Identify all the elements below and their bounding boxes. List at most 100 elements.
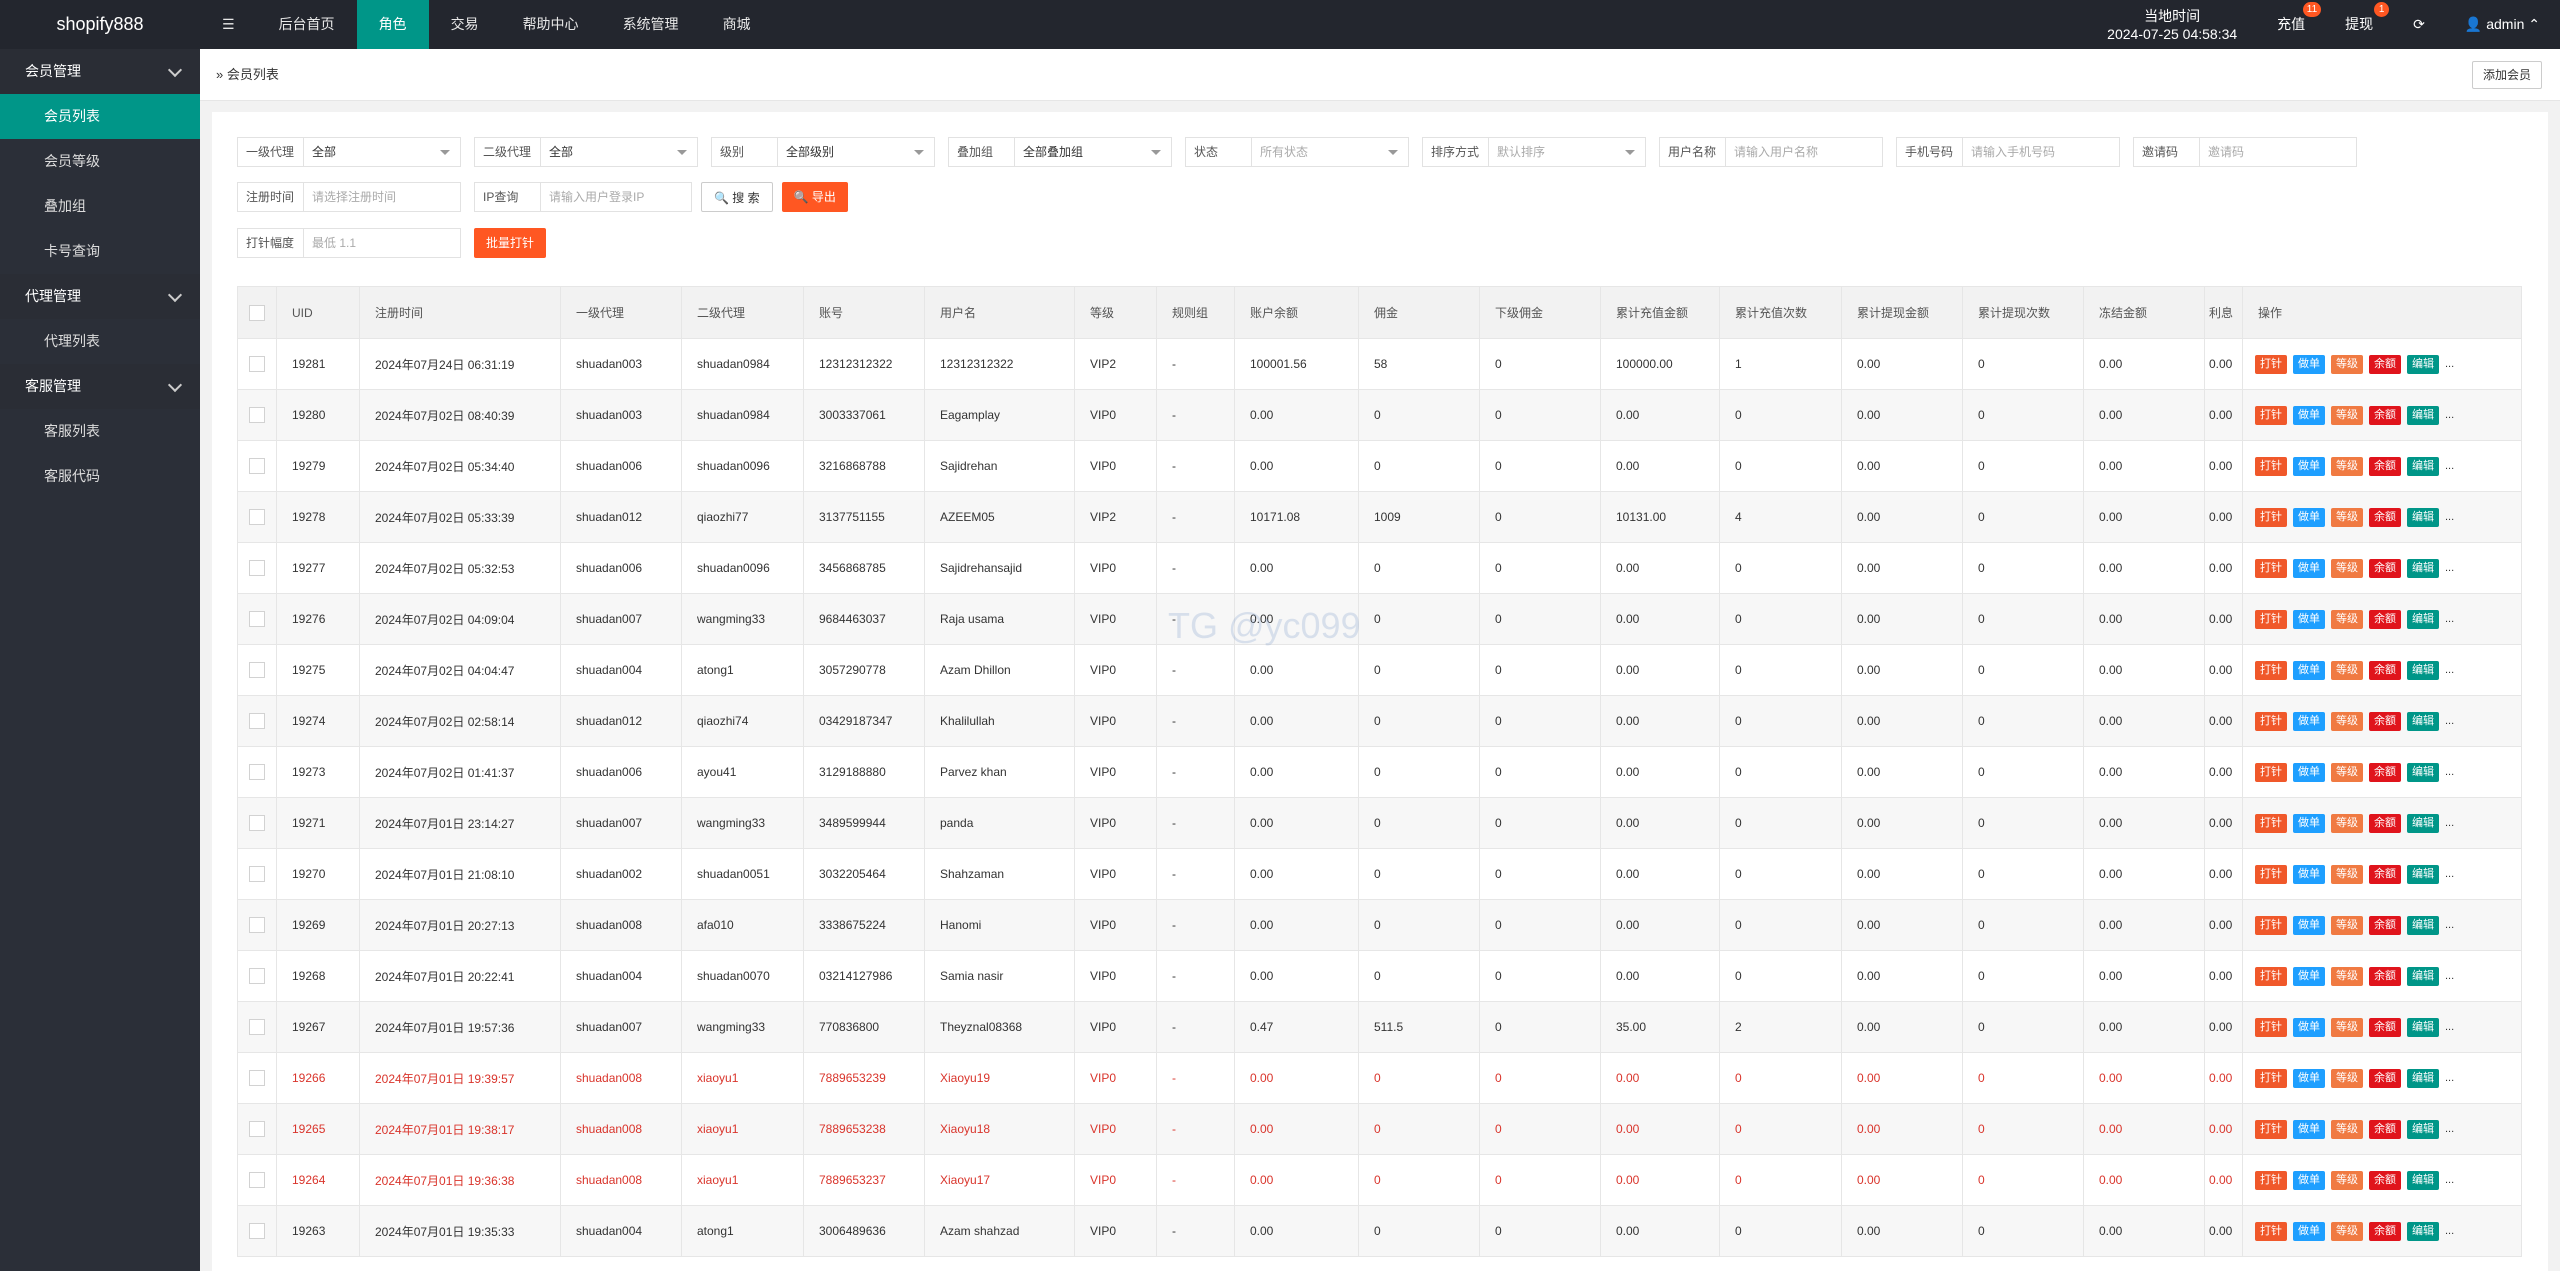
action-button[interactable]: ...	[2445, 969, 2455, 982]
menu-item[interactable]: 会员列表	[0, 94, 200, 139]
action-button[interactable]: 做单	[2293, 660, 2325, 680]
action-button[interactable]: 打针	[2255, 1119, 2287, 1139]
action-button[interactable]: 余额	[2369, 711, 2401, 731]
action-button[interactable]: 等级	[2331, 405, 2363, 425]
nav-item[interactable]: 帮助中心	[522, 16, 579, 32]
filter-field[interactable]: 排序方式 默认排序	[1422, 137, 1646, 167]
action-button[interactable]: 编辑	[2407, 813, 2439, 833]
checkbox[interactable]	[249, 1172, 265, 1188]
action-button[interactable]: 做单	[2293, 405, 2325, 425]
action-button[interactable]: 打针	[2255, 915, 2287, 935]
action-button[interactable]: 做单	[2293, 813, 2325, 833]
action-button[interactable]: 打针	[2255, 354, 2287, 374]
filter-placeholder[interactable]: 请输入手机号码	[1971, 145, 2056, 159]
menu-item[interactable]: 会员等级	[44, 153, 100, 169]
action-button[interactable]: 编辑	[2407, 915, 2439, 935]
action-button[interactable]: 余额	[2369, 1119, 2401, 1139]
action-button[interactable]: 余额	[2369, 864, 2401, 884]
action-button[interactable]: 编辑	[2407, 609, 2439, 629]
checkbox[interactable]	[249, 1070, 265, 1086]
action-button[interactable]: 等级	[2331, 609, 2363, 629]
action-button[interactable]: ...	[2445, 357, 2455, 370]
checkbox[interactable]	[249, 968, 265, 984]
menu-item[interactable]: 客服代码	[44, 468, 100, 484]
action-button[interactable]: 做单	[2293, 711, 2325, 731]
action-button[interactable]: ...	[2445, 1020, 2455, 1033]
action-button[interactable]: 打针	[2255, 507, 2287, 527]
checkbox[interactable]	[249, 611, 265, 627]
action-button[interactable]: 打针	[2255, 966, 2287, 986]
export-label[interactable]: 导出	[811, 190, 836, 204]
action-button[interactable]: ...	[2445, 1224, 2455, 1237]
checkbox[interactable]	[249, 713, 265, 729]
action-button[interactable]: 余额	[2369, 507, 2401, 527]
action-button[interactable]: ...	[2445, 510, 2455, 523]
action-button[interactable]: 做单	[2293, 1221, 2325, 1241]
action-button[interactable]: 打针	[2255, 456, 2287, 476]
menu-item[interactable]: 客服列表	[44, 423, 100, 439]
checkbox[interactable]	[249, 764, 265, 780]
action-button[interactable]: 编辑	[2407, 456, 2439, 476]
search-button[interactable]: 🔍 搜 索	[701, 182, 773, 212]
action-button[interactable]: ...	[2445, 663, 2455, 676]
checkbox[interactable]	[249, 1223, 265, 1239]
nav-item[interactable]: 后台首页	[278, 16, 335, 32]
search-label[interactable]: 搜 索	[732, 191, 760, 205]
action-button[interactable]: 余额	[2369, 558, 2401, 578]
action-button[interactable]: ...	[2445, 408, 2455, 421]
action-button[interactable]: 编辑	[2407, 660, 2439, 680]
checkbox[interactable]	[249, 1019, 265, 1035]
filter-placeholder[interactable]: 最低 1.1	[312, 236, 357, 250]
action-button[interactable]: ...	[2445, 1173, 2455, 1186]
action-button[interactable]: 做单	[2293, 507, 2325, 527]
checkbox[interactable]	[249, 407, 265, 423]
refresh[interactable]: ⟳	[2413, 16, 2425, 32]
action-button[interactable]: 余额	[2369, 1221, 2401, 1241]
filter-placeholder[interactable]: 邀请码	[2208, 145, 2245, 159]
action-button[interactable]: 余额	[2369, 405, 2401, 425]
user[interactable]: admin	[2486, 16, 2525, 32]
action-button[interactable]: ...	[2445, 1071, 2455, 1084]
action-button[interactable]: 余额	[2369, 1068, 2401, 1088]
checkbox[interactable]	[249, 356, 265, 372]
checkbox[interactable]	[249, 560, 265, 576]
action-button[interactable]: 编辑	[2407, 711, 2439, 731]
action-button[interactable]: 编辑	[2407, 1170, 2439, 1190]
action-button[interactable]: 等级	[2331, 864, 2363, 884]
action-button[interactable]: 等级	[2331, 762, 2363, 782]
recharge-label[interactable]: 充值	[2277, 16, 2306, 32]
menu-item[interactable]: 卡号查询	[44, 243, 100, 259]
action-button[interactable]: 等级	[2331, 1119, 2363, 1139]
action-button[interactable]: 余额	[2369, 660, 2401, 680]
filter-field[interactable]: 状态 所有状态	[1185, 137, 1409, 167]
action-button[interactable]: 编辑	[2407, 1119, 2439, 1139]
action-button[interactable]: 等级	[2331, 1221, 2363, 1241]
action-button[interactable]: 编辑	[2407, 558, 2439, 578]
action-button[interactable]: 等级	[2331, 456, 2363, 476]
action-button[interactable]: ...	[2445, 918, 2455, 931]
action-button[interactable]: 余额	[2369, 354, 2401, 374]
filter-value[interactable]: 全部级别	[786, 145, 835, 159]
menu-group[interactable]: 会员管理	[0, 49, 200, 94]
action-button[interactable]: 做单	[2293, 1119, 2325, 1139]
filter-field[interactable]: 邀请码 邀请码	[2133, 137, 2357, 167]
filter-placeholder[interactable]: 请输入用户登录IP	[549, 190, 645, 204]
action-button[interactable]: 编辑	[2407, 864, 2439, 884]
action-button[interactable]: 做单	[2293, 864, 2325, 884]
action-button[interactable]: 打针	[2255, 864, 2287, 884]
withdraw-label[interactable]: 提现	[2345, 16, 2374, 32]
action-button[interactable]: 等级	[2331, 1017, 2363, 1037]
filter-field[interactable]: 一级代理 全部	[237, 137, 461, 167]
action-button[interactable]: 等级	[2331, 1068, 2363, 1088]
filter-value[interactable]: 全部	[549, 145, 574, 159]
action-button[interactable]: 打针	[2255, 660, 2287, 680]
action-button[interactable]: 等级	[2331, 660, 2363, 680]
action-button[interactable]: 编辑	[2407, 1017, 2439, 1037]
filter-placeholder[interactable]: 所有状态	[1260, 145, 1309, 159]
filter-field[interactable]: 注册时间 请选择注册时间	[237, 182, 461, 212]
nav-item[interactable]: 商城	[722, 16, 751, 32]
action-button[interactable]: 打针	[2255, 711, 2287, 731]
action-button[interactable]: 做单	[2293, 456, 2325, 476]
nav-item[interactable]: 交易	[450, 16, 479, 32]
menu-group[interactable]: 代理管理	[0, 274, 200, 319]
